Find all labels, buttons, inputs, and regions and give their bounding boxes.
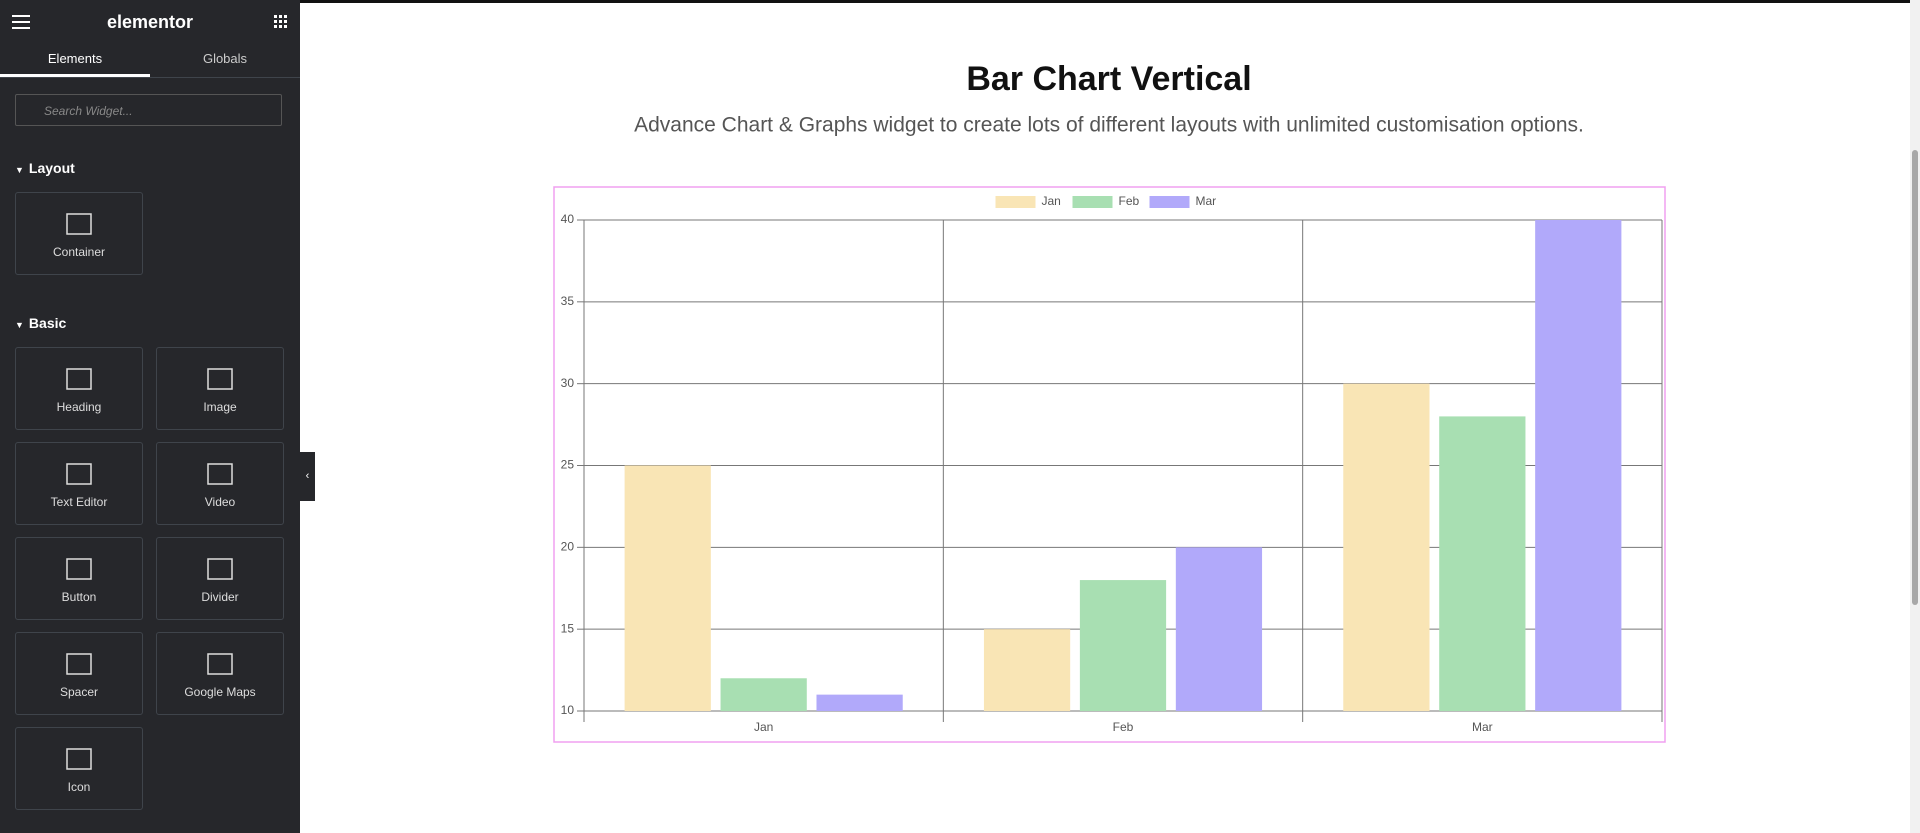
brand: elementor [106,11,194,32]
section-title[interactable]: ▼ Layout [15,160,75,176]
tabs: Elements Globals [0,44,300,78]
section-title[interactable]: ▼ Basic [15,315,67,331]
collapse-handle[interactable]: ‹ [300,452,315,501]
widget-icon [66,748,92,770]
legend-swatch [1149,196,1190,208]
y-tick-label: 10 [561,703,575,717]
bar [1079,580,1167,711]
bar [1535,220,1622,711]
x-tick-label: Jan [754,720,773,734]
sidebar-header: elementor [0,0,300,44]
tab[interactable]: Globals [202,51,248,66]
top-border [300,0,1910,3]
bar [1343,383,1430,711]
widget-icon [207,653,233,675]
scroll-thumb[interactable] [1912,150,1918,605]
widget[interactable]: Image [156,347,284,430]
widget-icon [66,368,92,390]
x-tick-label: Mar [1472,720,1493,734]
menu-icon[interactable] [12,14,30,30]
widget-icon [207,463,233,485]
x-tick-label: Feb [1113,720,1134,734]
bar [983,629,1071,711]
y-tick-label: 25 [561,458,575,472]
scrollbar[interactable] [1910,0,1920,833]
tab[interactable]: Elements [0,44,150,77]
bar [624,465,711,711]
widget-label: Button [61,590,97,604]
legend-swatch [995,196,1036,208]
section-label: Basic [28,315,67,331]
legend-label: Jan [1042,194,1061,208]
widget-label: Text Editor [50,495,108,509]
widget[interactable]: Spacer [15,632,143,715]
legend-label: Mar [1196,194,1217,208]
page-subheading: Advance Chart & Graphs widget to create … [634,114,1584,137]
widget-label: Video [204,495,236,509]
widget-label: Container [52,245,106,259]
apps-icon[interactable] [274,15,288,29]
bar [1439,416,1526,711]
y-tick-label: 30 [561,376,575,390]
widget[interactable]: Icon [15,727,143,810]
widget[interactable]: Divider [156,537,284,620]
widget-icon [207,558,233,580]
widget[interactable]: Text Editor [15,442,143,525]
section-label: Layout [28,160,75,176]
widget-icon [66,653,92,675]
widget[interactable]: Container [15,192,143,275]
y-tick-label: 20 [561,540,575,554]
widget[interactable]: Google Maps [156,632,284,715]
widget-label: Image [203,400,237,414]
page-heading: Bar Chart Vertical [966,60,1251,98]
widget-icon [207,368,233,390]
y-tick-label: 40 [561,212,575,226]
sidebar: elementor Elements Globals Search Widget… [0,0,300,833]
widget[interactable]: Heading [15,347,143,430]
bar [1175,547,1263,711]
widget-icon [66,558,92,580]
widget-label: Spacer [59,685,99,699]
y-tick-label: 35 [561,294,575,308]
legend-label: Feb [1119,194,1140,208]
legend-swatch [1072,196,1113,208]
widget-outline [553,186,1666,743]
widget-label: Google Maps [184,685,256,699]
y-tick-label: 15 [561,621,575,635]
widget-label: Divider [201,590,239,604]
widget-label: Heading [56,400,102,414]
widget-label: Icon [67,780,91,794]
bar [816,694,903,711]
widget-icon [66,463,92,485]
widget-icon [66,213,92,235]
bar [720,678,807,711]
widget[interactable]: Video [156,442,284,525]
widget[interactable]: Button [15,537,143,620]
search-input[interactable]: Search Widget... [15,94,282,126]
